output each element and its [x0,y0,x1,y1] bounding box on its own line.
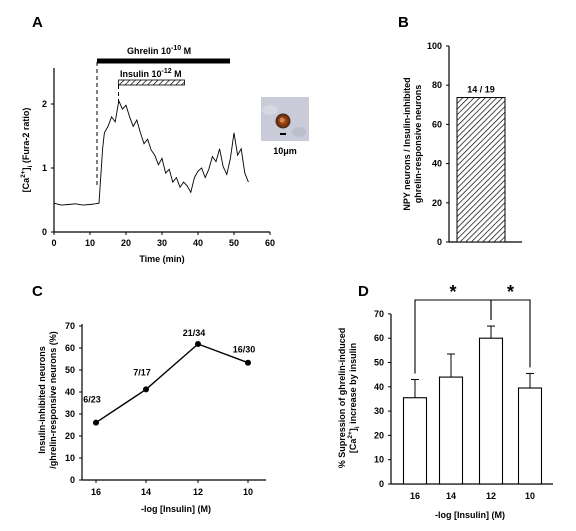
panel-c-point-label: 16/30 [233,345,256,355]
panel-a-xlabel: Time (min) [139,254,184,264]
panel-c-y-tick-label: 20 [65,431,75,441]
scale-bar-label: 10μm [273,146,297,156]
panel-c-ylabel-line2: /ghrelin-responsive neurons (%) [48,331,58,469]
panel-a-x-tick-label: 30 [157,238,167,248]
panel-d-x-tick-label: 12 [486,491,496,501]
panel-d-ylabel-line1: % Supression of ghrelin-induced [337,328,347,469]
panel-b-y-tick-label: 60 [432,119,442,129]
panel-c-y-tick-label: 10 [65,453,75,463]
panel-c-ylabel-line1: Insulin-inhibited neurons [37,346,47,454]
panel-b-bar-label: 14 / 19 [467,85,495,95]
panel-d-bar [517,387,543,485]
panel-b-chart: 0 20 40 60 80 100 14 / 19 NPY neurons / Insul… [402,41,522,247]
panel-d-y-tick-label: 0 [379,479,384,489]
panel-b-ylabel-line1: NPY neurons / Insulin-inhibited [402,77,412,210]
panel-b-ylabel-line2: ghrelin-responsive neurons [413,85,423,204]
panel-a-x-tick-label: 20 [121,238,131,248]
panel-a-ylabel: [Ca2+]i (Fura-2 ratio) [20,108,34,193]
ghrelin-label: Ghrelin 10-10 M [127,45,191,56]
panel-b-y-tick-label: 100 [427,41,442,51]
panel-c-point-label: 6/23 [83,395,101,405]
panel-b-y-tick-label: 0 [437,237,442,247]
panel-d-bar [402,397,428,485]
panel-d-x-tick-label: 10 [525,491,535,501]
panel-c-y-tick-label: 50 [65,365,75,375]
panel-c-point-label: 21/34 [183,328,206,338]
neuron-micrograph [261,97,309,141]
panel-c-y-tick-label: 70 [65,321,75,331]
panel-d-y-tick-label: 10 [374,455,384,465]
panel-c-point [143,386,149,393]
panel-c-y-tick-label: 0 [70,475,75,485]
panel-a-x-tick-label: 40 [193,238,203,248]
insulin-label: Insulin 10-12 M [120,68,182,79]
panel-b-y-tick-label: 80 [432,80,442,90]
insulin-application-bar [118,79,185,86]
panel-d-xlabel: -log [Insulin] (M) [435,510,505,520]
panel-c-x-tick-label: 14 [141,487,151,497]
panel-letter-c: C [32,283,43,300]
panel-d-y-tick-label: 40 [374,382,384,392]
panel-b-bar [456,97,506,243]
panel-c-point [93,419,99,426]
panel-d-y-tick-label: 60 [374,333,384,343]
panel-a-x-tick-label: 50 [229,238,239,248]
panel-a-y-tick-label: 1 [42,163,47,173]
panel-letter-a: A [32,14,43,31]
ghrelin-application-bar [97,58,230,64]
panel-c-x-tick-label: 16 [91,487,101,497]
panel-d-bar [478,337,504,485]
panel-d-x-tick-label: 14 [446,491,456,501]
panel-c-x-tick-label: 10 [243,487,253,497]
panel-a-chart: 0 10 20 30 40 50 60 0 1 2 Ghrelin 10-10 M Insulin… [20,45,309,264]
panel-a-y-tick-label: 0 [42,227,47,237]
panel-c-y-tick-label: 40 [65,387,75,397]
panel-c-point [245,359,251,366]
panel-c-point [195,341,201,348]
panel-b-y-tick-label: 20 [432,198,442,208]
panel-b-y-tick-label: 40 [432,159,442,169]
panel-d-chart: 0 10 20 30 40 50 60 70 16 14 12 10 * * -log [Insulin… [337,282,553,520]
panel-d-y-tick-label: 70 [374,309,384,319]
panel-c-y-tick-label: 30 [65,409,75,419]
panel-d-significance-star: * [449,282,456,302]
panel-d-bar [438,376,464,485]
panel-d-y-tick-label: 20 [374,430,384,440]
panel-a-x-tick-label: 0 [51,238,56,248]
panel-a-x-tick-label: 60 [265,238,275,248]
panel-c-point-label: 7/17 [133,367,151,377]
panel-d-significance-bracket [490,299,531,368]
panel-d-y-tick-label: 50 [374,358,384,368]
panel-a-y-tick-label: 2 [42,99,47,109]
panel-c-x-tick-label: 12 [193,487,203,497]
panel-letter-d: D [358,283,369,300]
panel-c-xlabel: -log [Insulin] (M) [141,504,211,514]
calcium-trace-line [53,99,249,206]
panel-c-y-tick-label: 60 [65,343,75,353]
panel-d-y-tick-label: 30 [374,406,384,416]
panel-d-ylabel-line2: [Ca2+]i increase by insulin [347,343,361,453]
panel-a-x-tick-label: 10 [85,238,95,248]
panel-c-chart: 0 10 20 30 40 50 60 70 16 14 12 10 6/23 7/17 21/34 16/… [37,321,266,514]
scale-bar [280,133,286,135]
panel-letter-b: B [398,14,409,31]
panel-d-significance-star: * [507,282,514,302]
panel-d-x-tick-label: 16 [410,491,420,501]
panel-c-series-line [95,343,249,424]
